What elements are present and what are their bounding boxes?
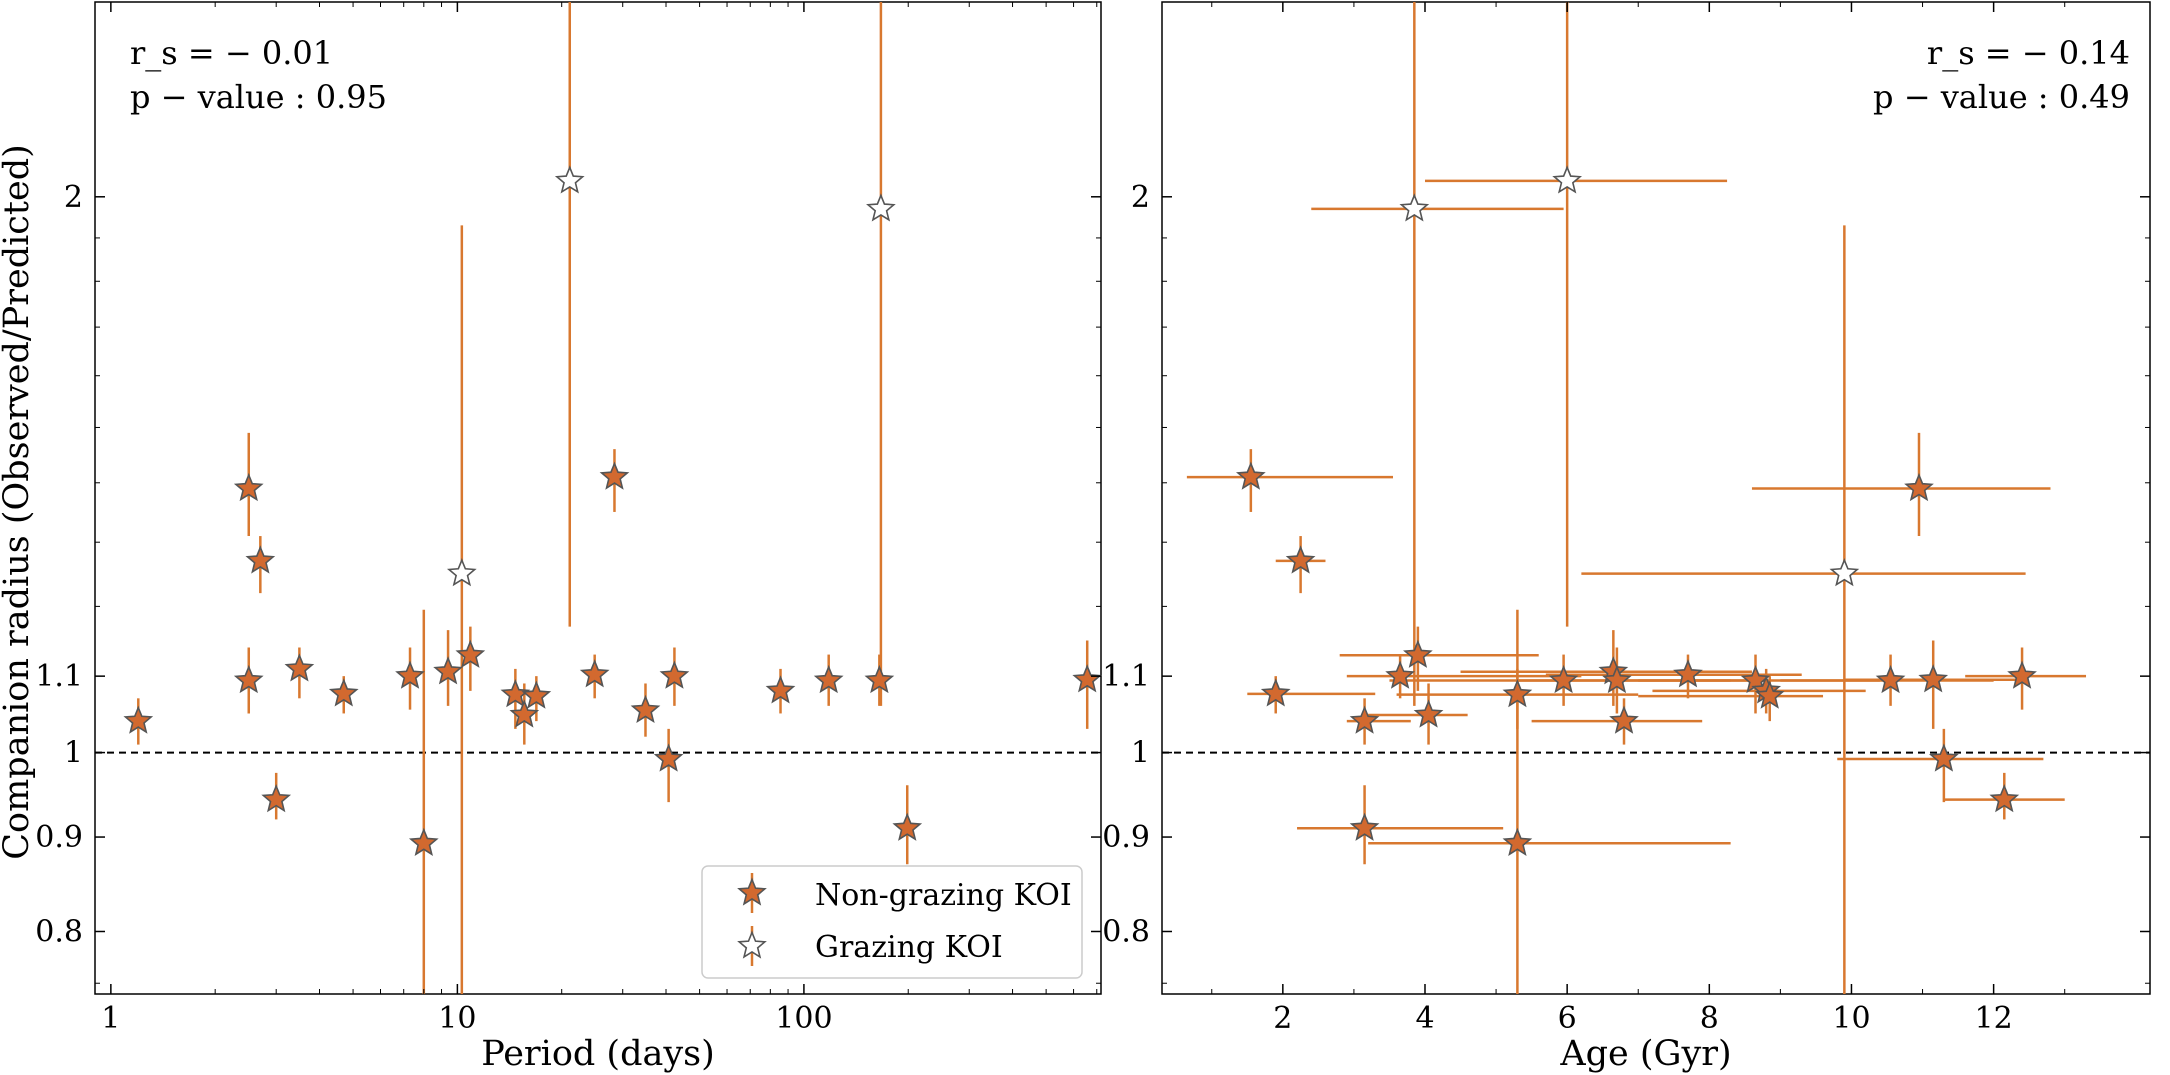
ytick-label: 0.9 [1102,820,1150,855]
marker-nongrazing [1285,545,1316,574]
marker-nongrazing [521,680,552,709]
marker-nongrazing [1548,664,1579,694]
marker-nongrazing [579,659,610,688]
ytick-label: 2 [1131,180,1150,215]
marker-nongrazing [1413,699,1444,728]
period-ticks: 0.8 0.9 1 1.1 2 1 10 100 [35,2,1101,1036]
marker-nongrazing [395,660,425,689]
ytick-label: 0.9 [35,820,83,855]
marker-grazing [554,165,585,194]
marker-nongrazing [433,656,463,685]
marker-nongrazing [1929,743,1959,772]
marker-nongrazing [1502,678,1533,708]
legend-box [701,865,1083,979]
legend-label-grazing: Grazing KOI [815,930,1003,965]
marker-nongrazing [123,705,154,734]
ytick-label: 1.1 [1102,659,1150,694]
xtick-label: 4 [1415,1001,1434,1036]
xtick-label: 100 [775,1001,832,1036]
marker-nongrazing [233,472,264,502]
marker-grazing [866,193,896,222]
marker-nongrazing [1754,680,1785,709]
xtick-label: 10 [438,1001,476,1036]
legend-label-nongrazing: Non-grazing KOI [815,878,1072,913]
legend-marker-grazing [737,930,767,959]
marker-nongrazing [765,675,796,704]
marker-nongrazing [1875,664,1906,694]
plot-frame-left [94,1,1102,995]
marker-nongrazing [233,664,264,694]
age-marks [1162,2,2150,994]
marker-nongrazing [659,660,690,689]
marker-nongrazing [1260,678,1291,707]
plot-frame-right [1161,1,2151,995]
xtick-label: 2 [1273,1001,1292,1036]
marker-nongrazing [1403,639,1433,668]
marker-nongrazing [1349,812,1380,841]
marker-nongrazing [864,664,895,694]
marker-nongrazing [245,545,276,574]
marker-nongrazing [284,653,315,682]
marker-nongrazing [1918,664,1949,693]
xtick-label: 12 [1975,1001,2013,1036]
marker-nongrazing [892,812,923,841]
marker-nongrazing [408,827,439,856]
marker-nongrazing [653,743,684,772]
marker-nongrazing [599,461,630,490]
marker-nongrazing [500,678,531,708]
panel-period: 0.8 0.9 1 1.1 2 1 10 100 Period (days) r_s = − … [35,1,1103,1074]
marker-nongrazing [1502,827,1533,856]
marker-grazing [1399,193,1430,222]
marker-nongrazing [1609,705,1639,734]
legend: Non-grazing KOI Grazing KOI [701,865,1083,979]
marker-nongrazing [509,699,540,728]
xtick-label: 1 [101,1001,120,1036]
stat-rs-period: r_s = − 0.01 [130,34,333,72]
marker-nongrazing [1673,659,1703,688]
panel-age: 0.8 0.9 1 1.1 2 2 4 6 8 10 12 Age (Gyr) r_s = − 0.… [1102,1,2151,1074]
legend-marker-nongrazing [737,877,767,906]
ytick-label: 0.8 [35,914,83,949]
ytick-label: 1.1 [35,659,83,694]
marker-grazing [1552,165,1583,194]
ytick-label: 1 [64,736,83,771]
stat-p-period: p − value : 0.95 [130,78,387,116]
age-ticks: 0.8 0.9 1 1.1 2 2 4 6 8 10 12 [1102,2,2150,1036]
marker-nongrazing [261,784,292,813]
marker-nongrazing [1385,660,1415,689]
marker-nongrazing [1602,664,1632,694]
marker-nongrazing [1349,705,1380,734]
stat-p-age: p − value : 0.49 [1873,78,2130,116]
stat-rs-age: r_s = − 0.14 [1927,34,2130,72]
ytick-label: 0.8 [1102,914,1150,949]
xtick-label: 8 [1700,1001,1719,1036]
marker-grazing [446,558,477,587]
y-axis-label: Companion radius (Observed/Predicted) [0,144,37,859]
marker-nongrazing [630,694,661,724]
period-marks [95,2,1103,994]
x-axis-label-period: Period (days) [481,1034,715,1074]
x-axis-label-age: Age (Gyr) [1559,1034,1731,1074]
marker-nongrazing [455,639,486,668]
xtick-label: 10 [1832,1001,1870,1036]
marker-nongrazing [813,664,844,694]
marker-nongrazing [1904,472,1934,502]
xtick-label: 6 [1558,1001,1577,1036]
ytick-label: 2 [64,180,83,215]
ytick-label: 1 [1131,736,1150,771]
marker-nongrazing [2007,660,2037,689]
marker-nongrazing [328,678,359,707]
marker-nongrazing [1235,461,1266,490]
marker-grazing [1829,558,1860,587]
marker-nongrazing [1989,784,2020,813]
